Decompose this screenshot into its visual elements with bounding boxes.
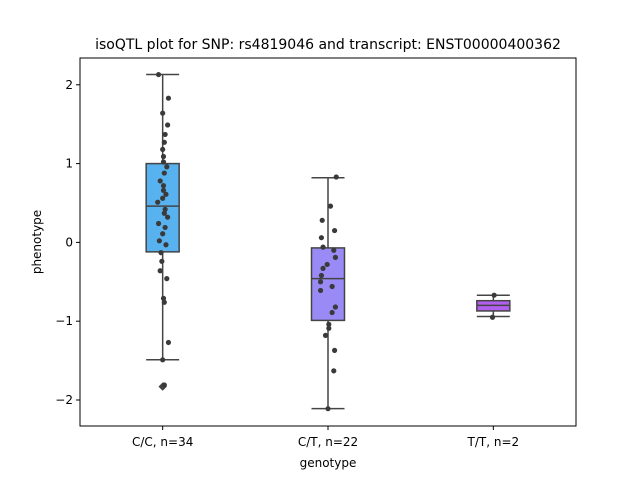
genotype-group-3 [476, 292, 511, 320]
data-point [165, 122, 171, 128]
y-tick-label: 2 [65, 78, 73, 92]
chart-title: isoQTL plot for SNP: rs4819046 and trans… [95, 37, 561, 53]
data-point [317, 279, 324, 285]
data-point [317, 287, 324, 294]
data-point [160, 231, 166, 237]
data-point [160, 295, 167, 301]
data-point [159, 258, 165, 264]
data-point [160, 195, 166, 201]
data-point [319, 217, 325, 223]
data-point [157, 268, 163, 274]
data-point [155, 220, 162, 227]
data-point [165, 339, 172, 346]
data-point [160, 183, 167, 189]
data-point [158, 250, 164, 256]
data-point [318, 235, 324, 241]
data-point [324, 261, 330, 268]
data-point [156, 238, 162, 244]
data-point [332, 227, 338, 234]
data-point [332, 304, 339, 310]
data-point [322, 332, 329, 338]
data-point [164, 276, 170, 282]
data-point [160, 146, 166, 153]
data-point [155, 71, 162, 78]
y-tick-label: −1 [55, 314, 73, 328]
data-point [162, 131, 168, 138]
data-point [161, 382, 167, 388]
x-tick-label: T/T, n=2 [467, 435, 520, 449]
data-point [333, 174, 339, 180]
data-point [160, 153, 167, 160]
plot-area [145, 71, 511, 412]
x-axis-label: genotype [300, 456, 357, 470]
data-point [161, 170, 167, 176]
box-iqr [310, 247, 346, 322]
data-point [161, 210, 167, 216]
data-point [161, 299, 167, 305]
data-point [160, 110, 166, 116]
box-iqr [145, 162, 180, 253]
data-point [318, 272, 324, 279]
data-point [491, 292, 497, 298]
y-tick-label: 0 [65, 235, 73, 249]
data-point [326, 325, 332, 331]
data-point [329, 283, 335, 290]
data-point [332, 347, 338, 353]
data-point [329, 309, 335, 316]
y-tick-label: −2 [55, 393, 73, 407]
data-point [160, 357, 166, 363]
y-tick-label: 1 [65, 157, 73, 171]
data-point [320, 265, 326, 271]
y-axis-label: phenotype [30, 210, 44, 274]
data-point [160, 159, 167, 165]
data-point [332, 254, 339, 260]
data-point [162, 224, 168, 231]
axes: −2 −1 0 1 2 C/C, n=34 C/T, n=22 T/T, n=2 [55, 78, 519, 449]
data-point [160, 187, 167, 193]
data-point [327, 203, 334, 209]
x-tick-label: C/T, n=22 [298, 435, 358, 449]
data-point [320, 244, 326, 250]
data-point [326, 321, 332, 327]
data-point [155, 199, 161, 205]
x-tick-label: C/C, n=34 [132, 435, 193, 449]
data-point [165, 214, 171, 220]
data-point [162, 206, 168, 212]
data-point [163, 191, 169, 197]
data-point [165, 95, 172, 101]
data-point [331, 368, 337, 374]
genotype-group-1 [145, 71, 180, 391]
data-point [163, 242, 169, 248]
data-point [157, 178, 163, 184]
data-point [161, 139, 167, 145]
data-point [489, 314, 496, 320]
data-point [325, 406, 331, 412]
data-point [164, 164, 170, 170]
data-point [331, 247, 337, 253]
genotype-group-2 [310, 174, 346, 412]
